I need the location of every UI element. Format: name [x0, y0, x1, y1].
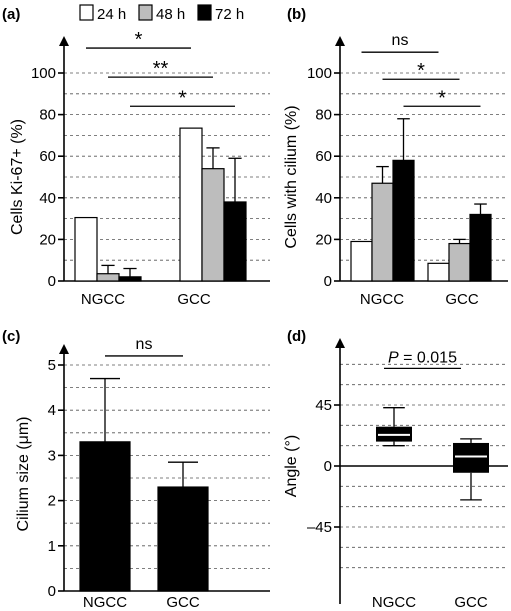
- x-category-label: NGCC: [360, 291, 404, 308]
- chart-panel-c: 0 1 2 3 4 5 Cilium size (μm) NGCC GCC ns: [15, 336, 270, 611]
- bar: [118, 276, 142, 282]
- legend-label-24h: 24 h: [97, 6, 126, 23]
- y-tick-label: 80: [315, 107, 332, 124]
- bar: [392, 159, 415, 282]
- significance-label: P = 0.015: [388, 349, 457, 366]
- box-iqr: [453, 442, 489, 473]
- y-tick-label: –45: [307, 519, 332, 536]
- significance-label: *: [417, 60, 425, 82]
- y-axis-arrow: [335, 338, 345, 348]
- bar: [350, 240, 373, 282]
- y-axis-arrow: [335, 36, 345, 46]
- y-tick-label: 40: [39, 190, 56, 207]
- bar: [469, 213, 492, 282]
- y-tick-label: 100: [307, 65, 332, 82]
- significance-label: **: [153, 58, 169, 80]
- p-value: = 0.015: [399, 349, 457, 366]
- y-tick-label: 3: [48, 447, 56, 464]
- y-tick-label: 20: [39, 231, 56, 248]
- legend-swatch-48h: [138, 4, 153, 21]
- bar: [157, 486, 209, 592]
- panel-label-b: (b): [287, 6, 306, 23]
- bar: [223, 201, 247, 282]
- y-tick-label: 40: [315, 190, 332, 207]
- bar: [96, 273, 120, 282]
- y-tick-label: 5: [48, 357, 56, 374]
- bar: [79, 441, 131, 592]
- y-tick-label: 1: [48, 538, 56, 555]
- chart-panel-b: 0 20 40 60 80 100 Cells with cilium (%) NGCC GCC…: [283, 32, 508, 308]
- bar: [427, 262, 450, 282]
- legend-label-48h: 48 h: [156, 6, 185, 23]
- y-tick-label: 2: [48, 493, 56, 510]
- p-symbol: P: [388, 349, 399, 366]
- y-tick-label: 4: [48, 402, 56, 419]
- y-axis-title: Angle (°): [283, 435, 300, 497]
- y-axis-arrow: [59, 344, 69, 354]
- y-tick-label: 0: [324, 273, 332, 290]
- bar: [371, 182, 394, 282]
- chart-panel-d: –45 0 45 Angle (°) NGCC GCC P = 0.015: [283, 338, 508, 611]
- legend-swatch-72h: [197, 4, 212, 21]
- legend: 24 h 48 h 72 h: [79, 4, 244, 23]
- x-category-label: GCC: [445, 291, 479, 308]
- y-tick-label: 100: [31, 65, 56, 82]
- x-category-label: NGCC: [83, 594, 127, 611]
- panel-label-a: (a): [2, 6, 20, 23]
- x-category-label: GCC: [166, 594, 200, 611]
- significance-label: ns: [392, 32, 409, 49]
- bar: [201, 168, 225, 282]
- y-axis-arrow: [59, 36, 69, 46]
- significance-label: *: [179, 87, 187, 109]
- y-tick-label: 45: [315, 397, 332, 414]
- y-tick-label: 60: [39, 148, 56, 165]
- x-category-label: NGCC: [372, 594, 416, 611]
- y-tick-label: 0: [48, 273, 56, 290]
- legend-swatch-24h: [79, 4, 94, 21]
- legend-label-72h: 72 h: [215, 6, 244, 23]
- y-axis-title: Cells with cilium (%): [283, 105, 300, 248]
- panel-label-c: (c): [2, 328, 20, 345]
- y-axis-title: Cilium size (μm): [15, 417, 32, 532]
- panel-label-d: (d): [287, 328, 306, 345]
- y-tick-label: 0: [324, 458, 332, 475]
- y-tick-label: 20: [315, 231, 332, 248]
- x-category-label: GCC: [454, 594, 488, 611]
- bar: [179, 127, 203, 282]
- x-category-label: NGCC: [81, 291, 125, 308]
- bar: [448, 242, 471, 282]
- y-tick-label: 80: [39, 107, 56, 124]
- y-tick-label: 60: [315, 148, 332, 165]
- significance-label: *: [438, 87, 446, 109]
- significance-label: *: [135, 29, 143, 51]
- x-category-label: GCC: [177, 291, 211, 308]
- y-axis-title: Cells Ki-67+ (%): [9, 119, 26, 235]
- significance-label: ns: [136, 336, 153, 353]
- bar: [74, 216, 98, 282]
- y-tick-label: 0: [48, 583, 56, 600]
